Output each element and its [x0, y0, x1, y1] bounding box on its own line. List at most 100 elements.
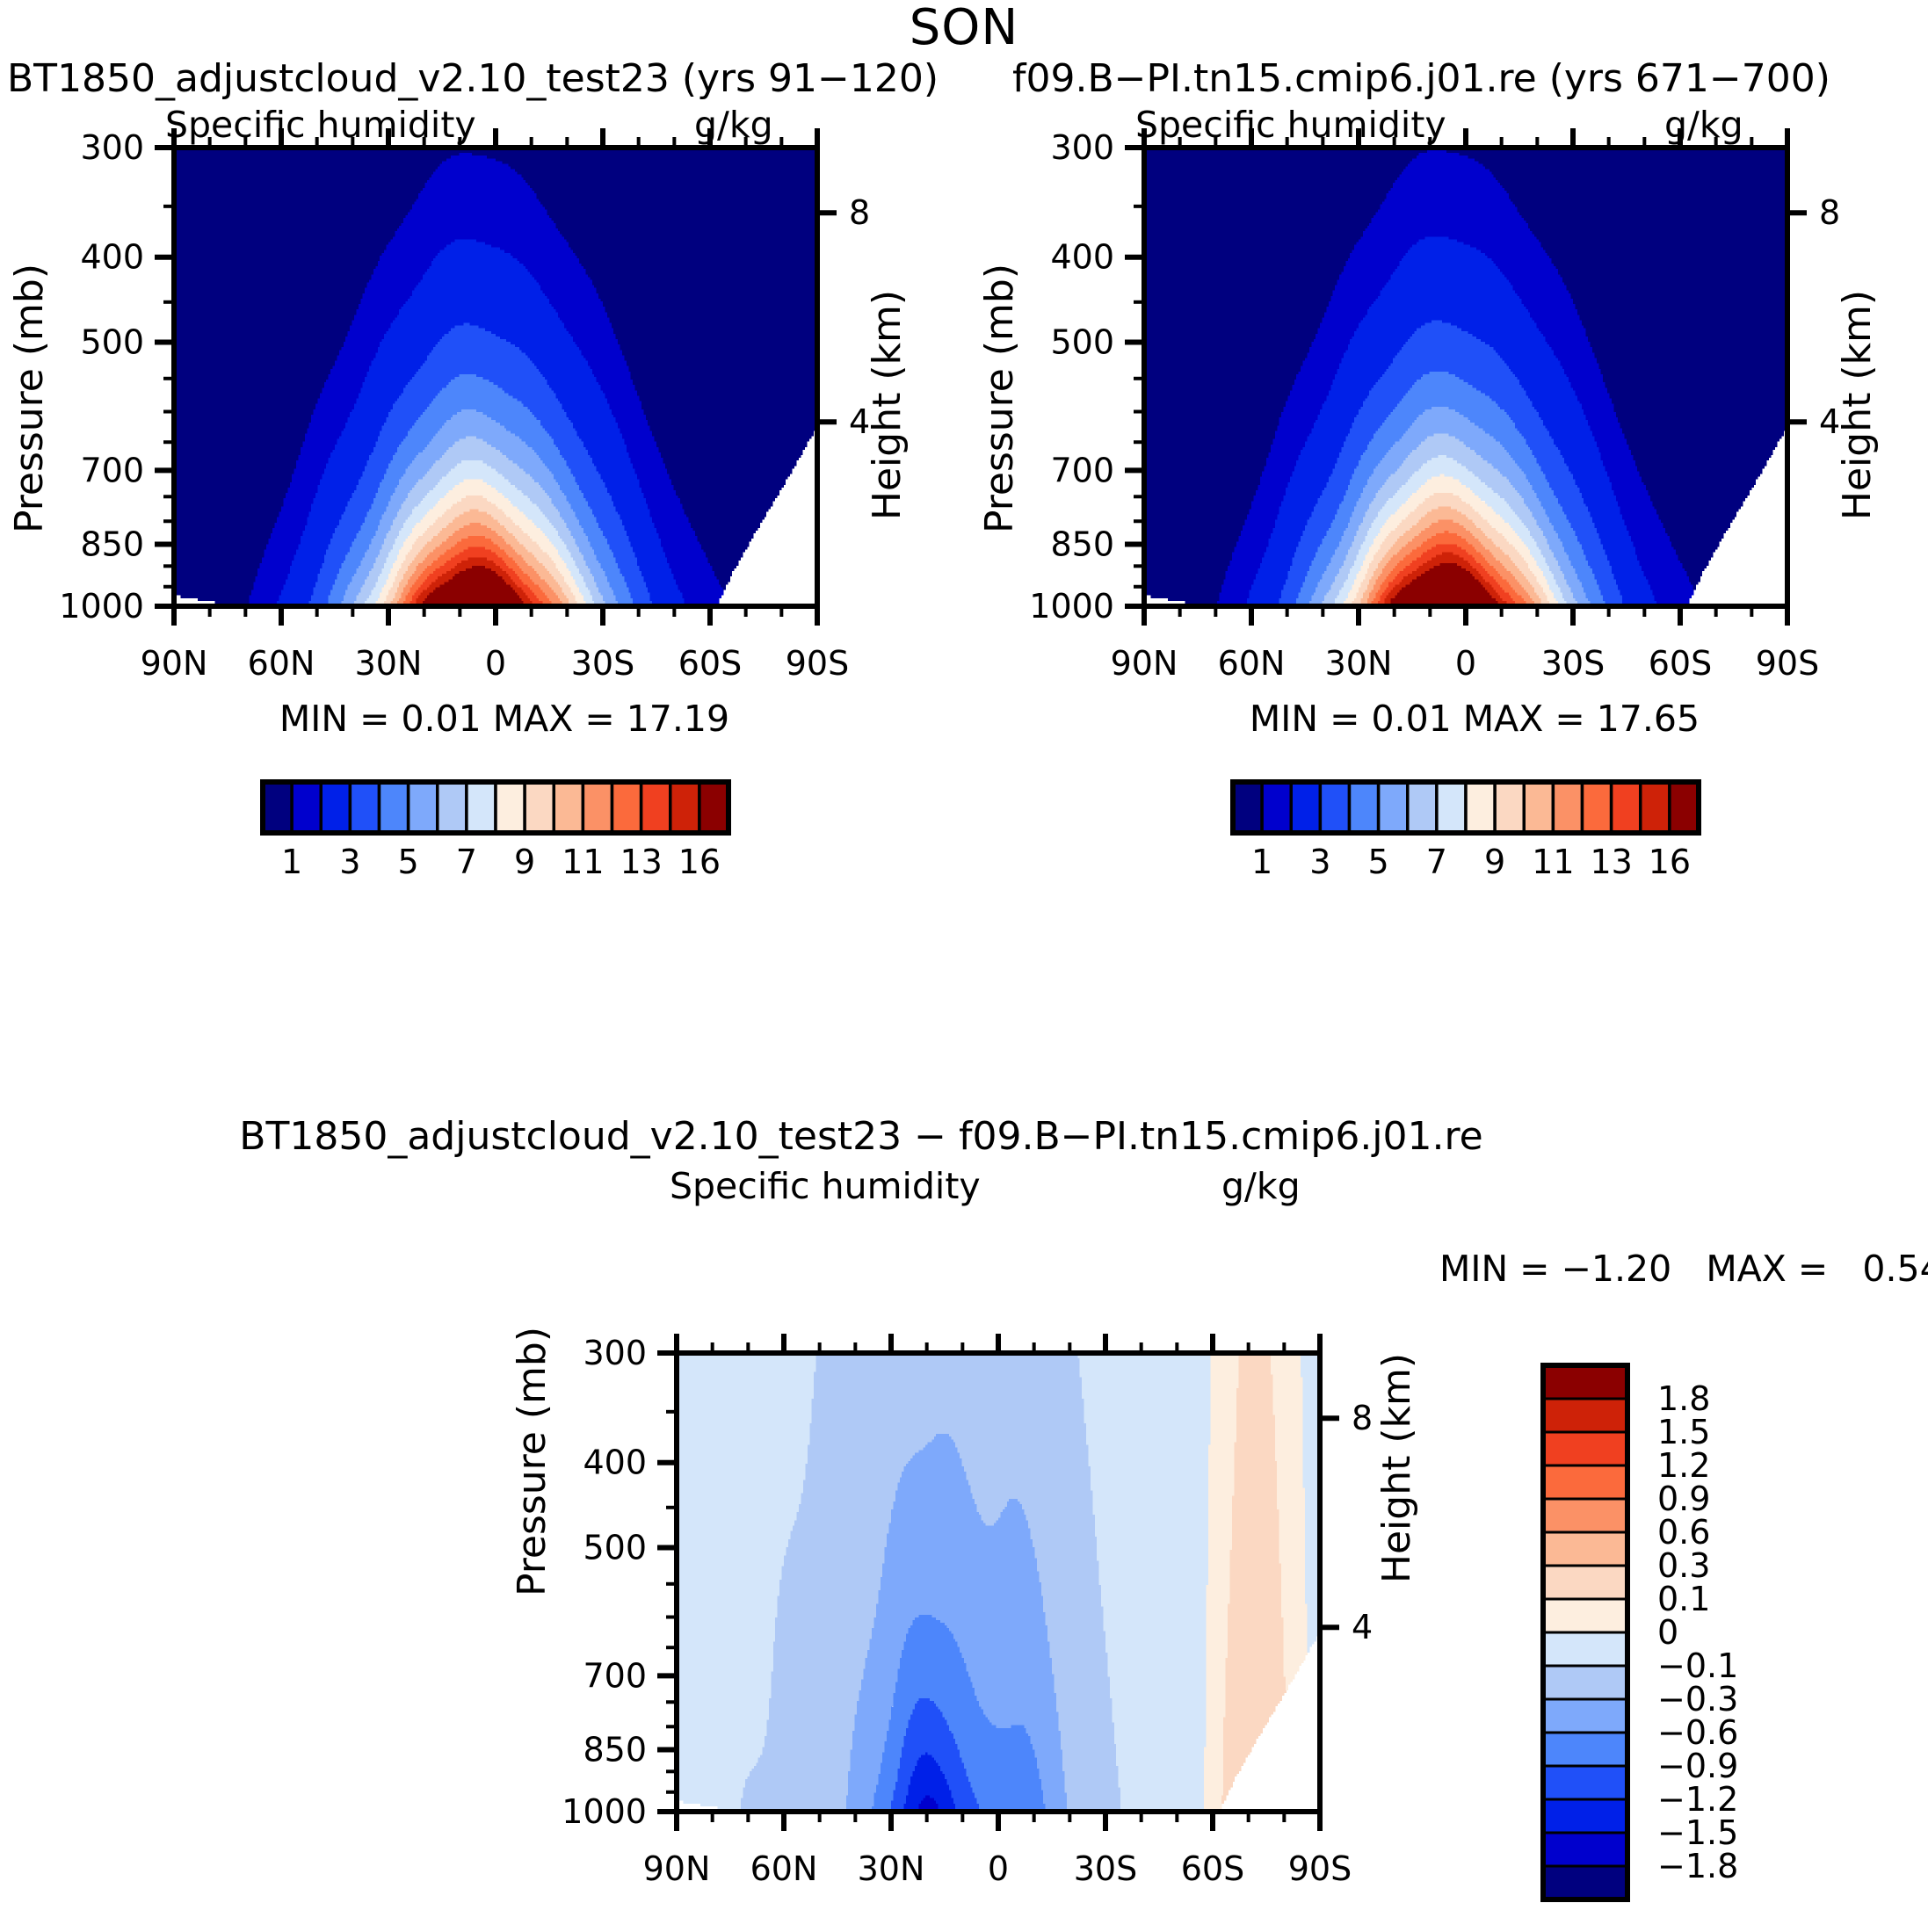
y-tick-label: 300 [1050, 128, 1114, 167]
x-tick-label: 30S [1074, 1849, 1137, 1888]
y-tick-label: 500 [80, 322, 144, 361]
colorbar-tick-label: 1 [1251, 843, 1272, 881]
y-tick-label: 700 [583, 1656, 647, 1695]
y2-tick-label: 8 [1352, 1399, 1373, 1437]
x-tick-label: 30S [1541, 644, 1605, 683]
y2-tick-label: 8 [1819, 193, 1840, 232]
y-tick-label: 1000 [59, 587, 144, 626]
minmax-line: MIN = 0.01 MAX = 17.65 [1250, 698, 1700, 740]
colorbar-tick-label: 11 [562, 843, 604, 881]
colorbar-cell[interactable] [1541, 1631, 1629, 1668]
colorbar-cell[interactable] [1541, 1497, 1629, 1534]
unit-label-bottom-diff: g/kg [1221, 1165, 1301, 1207]
y-tick-label: 500 [1050, 322, 1114, 361]
x-tick-label: 60S [1181, 1849, 1244, 1888]
var-label-top-right: Specific humidity [1135, 104, 1446, 146]
colorbar-horizontal[interactable]: 1 3 5 7 9 11 13 16 [260, 779, 731, 881]
colorbar-cell[interactable] [1541, 1831, 1629, 1868]
x-tick-label: 30N [355, 644, 423, 683]
y-tick-label: 850 [1050, 525, 1114, 564]
x-tick-label: 30S [571, 644, 634, 683]
colorbar-cell[interactable] [1541, 1597, 1629, 1634]
x-tick-label: 90S [1288, 1849, 1352, 1888]
minmax-line: MIN = 0.01 MAX = 17.19 [279, 698, 729, 740]
x-tick-label: 90N [141, 644, 208, 683]
min-label-bottom-diff: MIN = [1439, 1248, 1550, 1290]
y-tick-label: 400 [1050, 238, 1114, 277]
colorbar-tick-label: 13 [620, 843, 662, 881]
colorbar-tick-label: 0.1 [1657, 1580, 1710, 1618]
colorbar-cell[interactable] [1541, 1464, 1629, 1501]
y-tick-label: 850 [583, 1731, 647, 1769]
y2-tick-label: 4 [849, 402, 870, 441]
x-tick-label: 0 [485, 644, 506, 683]
colorbar-cell[interactable] [1541, 1664, 1629, 1701]
x-tick-label: 30N [1325, 644, 1393, 683]
x-tick-label: 30N [858, 1849, 925, 1888]
colorbar-tick-label: 5 [398, 843, 419, 881]
x-tick-label: 90N [1111, 644, 1178, 683]
plot-top-left: 300 400 500 700 850 1000 8 4 90N 60N 30N 0 30S 60S 90S… [59, 128, 870, 881]
y-tick-label: 700 [80, 451, 144, 489]
colorbar-tick-label: 1.8 [1657, 1379, 1710, 1418]
plot-top-right: 300 400 500 700 850 1000 8 4 90N 60N 30N 0 30S 60S 90S… [1029, 128, 1840, 881]
y2-tick-label: 8 [849, 193, 870, 232]
x-tick-label: 60S [1649, 644, 1712, 683]
page-title: SON [909, 0, 1019, 56]
y-tick-label: 300 [583, 1334, 647, 1372]
y-tick-label: 400 [583, 1444, 647, 1482]
x-tick-label: 90S [786, 644, 849, 683]
colorbar-cell[interactable] [1541, 1798, 1629, 1834]
y2-tick-label: 4 [1819, 402, 1840, 441]
y-tick-label: 1000 [1029, 587, 1114, 626]
colorbar-cell[interactable] [1541, 1530, 1629, 1567]
colorbar-tick-label: −0.6 [1657, 1713, 1738, 1752]
colorbar-tick-label: 0.3 [1657, 1546, 1710, 1585]
colorbar-tick-label: −0.3 [1657, 1680, 1738, 1719]
y2-tick-label: 4 [1352, 1608, 1373, 1646]
x-tick-label: 60N [750, 1849, 818, 1888]
colorbar-cell[interactable] [1541, 1430, 1629, 1467]
colorbar-tick-label: 3 [1309, 843, 1330, 881]
colorbar-cell[interactable] [1541, 1564, 1629, 1601]
colorbar-tick-label: 1 [281, 843, 302, 881]
y-tick-label: 1000 [562, 1792, 647, 1831]
colorbar-tick-label: −0.9 [1657, 1747, 1738, 1785]
max-value-bottom-diff: 0.54 [1862, 1248, 1928, 1290]
x-tick-label: 90S [1756, 644, 1819, 683]
x-tick-label: 60N [248, 644, 315, 683]
colorbar-tick-label: 0.6 [1657, 1513, 1710, 1552]
colorbar-tick-label: 13 [1590, 843, 1632, 881]
colorbar-cell[interactable] [1541, 1697, 1629, 1734]
colorbar-tick-label: −0.1 [1657, 1646, 1738, 1685]
panel-title-top-right: f09.B−PI.tn15.cmip6.j01.re (yrs 671−700) [1012, 56, 1830, 101]
colorbar-tick-label: 7 [456, 843, 477, 881]
colorbar-tick-label: −1.2 [1657, 1780, 1738, 1819]
y-tick-label: 300 [80, 128, 144, 167]
colorbar-tick-label: 1.5 [1657, 1413, 1710, 1451]
colorbar-bottom-diff[interactable]: 1.81.51.20.90.60.30.10−0.1−0.3−0.6−0.9−1… [1529, 1353, 1898, 1902]
colorbar-cell[interactable] [1541, 1764, 1629, 1801]
colorbar-tick-label: 9 [1484, 843, 1505, 881]
y-tick-label: 850 [80, 525, 144, 564]
x-tick-label: 0 [1455, 644, 1476, 683]
colorbar-tick-label: 7 [1426, 843, 1447, 881]
colorbar-tick-label: 0 [1657, 1613, 1678, 1652]
colorbar-tick-label: 11 [1532, 843, 1574, 881]
colorbar-tick-label: 5 [1368, 843, 1389, 881]
colorbar-tick-label: −1.5 [1657, 1813, 1738, 1852]
panel-title-top-left: BT1850_adjustcloud_v2.10_test23 (yrs 91−… [7, 56, 939, 101]
colorbar-tick-label: 1.2 [1657, 1446, 1710, 1485]
colorbar-cell[interactable] [1541, 1397, 1629, 1434]
plot-bottom-diff: 300 400 500 700 850 1000 8 4 90N 60N 30N 0 30S 60S 90S [562, 1334, 1373, 1888]
unit-label-top-right: g/kg [1664, 104, 1743, 146]
colorbar-tick-label: 9 [514, 843, 535, 881]
colorbar-cell[interactable] [1541, 1364, 1629, 1400]
min-value-bottom-diff: −1.20 [1561, 1248, 1672, 1290]
colorbar-tick-label: 3 [339, 843, 360, 881]
colorbar-cell[interactable] [1541, 1864, 1629, 1901]
colorbar-horizontal[interactable]: 1 3 5 7 9 11 13 16 [1230, 779, 1701, 881]
y-tick-label: 700 [1050, 451, 1114, 489]
colorbar-cell[interactable] [1541, 1731, 1629, 1768]
colorbar-tick-label: 0.9 [1657, 1480, 1710, 1518]
